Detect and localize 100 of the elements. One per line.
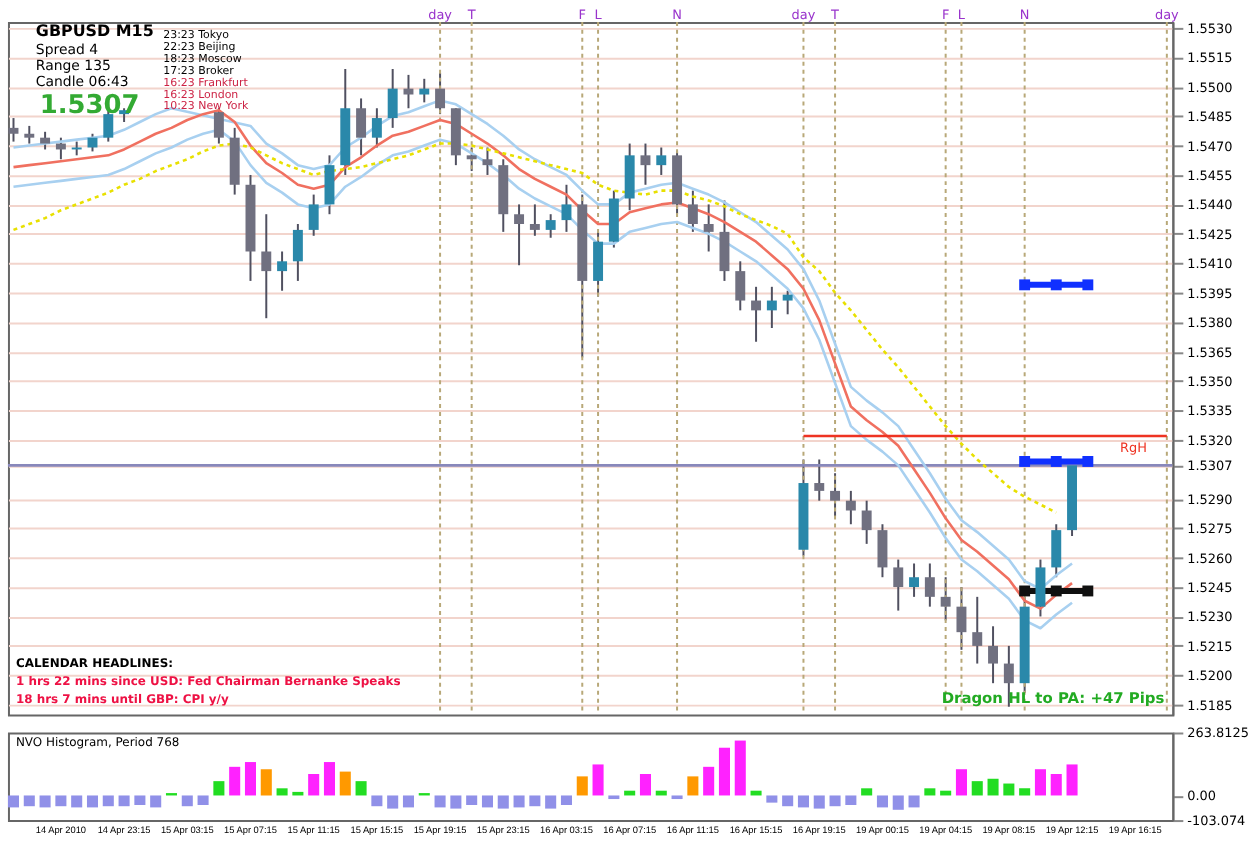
bar: [260, 769, 272, 796]
candlestick: [8, 117, 19, 143]
candlestick: [308, 193, 319, 237]
candlestick: [719, 199, 730, 282]
bar: [813, 795, 825, 809]
candlestick: [529, 203, 540, 237]
point: [1019, 456, 1031, 467]
candlestick: [435, 71, 446, 116]
candlestick: [988, 625, 999, 685]
bar: [987, 778, 999, 796]
bar: [23, 795, 35, 807]
candlestick: [640, 142, 651, 186]
bar: [213, 781, 225, 796]
point: [1050, 279, 1062, 291]
candlestick: [624, 142, 635, 212]
bar: [497, 795, 509, 809]
candlestick: [924, 562, 935, 608]
bar: [861, 788, 873, 796]
bar: [1066, 764, 1078, 796]
bar: [687, 776, 699, 796]
bar: [55, 795, 67, 807]
candlestick: [1035, 558, 1046, 618]
bar: [797, 795, 809, 808]
bar: [529, 795, 541, 807]
candlestick: [229, 126, 240, 196]
candlestick: [261, 213, 272, 320]
bar: [134, 795, 146, 806]
point: [1050, 456, 1062, 467]
bar: [703, 766, 715, 796]
bar: [244, 762, 257, 796]
bar: [323, 762, 336, 796]
bar: [766, 795, 778, 803]
point: [1082, 456, 1094, 467]
bar: [402, 795, 414, 808]
bar: [197, 795, 209, 806]
candlestick: [909, 562, 920, 598]
candlestick: [972, 595, 983, 665]
bar: [339, 771, 351, 796]
bar: [181, 795, 193, 807]
candlestick: [845, 489, 856, 526]
bar: [150, 795, 162, 808]
bar: [308, 773, 320, 796]
candlestick: [292, 223, 303, 282]
candlestick: [593, 230, 604, 298]
bar: [892, 795, 904, 810]
bar: [924, 788, 936, 796]
bar: [1019, 788, 1031, 796]
bar: [371, 795, 383, 807]
candlestick: [482, 146, 493, 176]
bar: [734, 740, 746, 796]
bar: [560, 795, 572, 806]
bar: [1034, 769, 1046, 796]
point: [1050, 585, 1062, 597]
candlestick: [403, 73, 414, 110]
candlestick: [419, 77, 430, 104]
bar: [876, 795, 888, 808]
bar: [118, 795, 130, 807]
bar: [955, 769, 967, 796]
candlestick: [830, 472, 841, 518]
bar: [387, 795, 399, 809]
annotation: 1.5307: [39, 91, 140, 122]
bar: [86, 795, 99, 808]
bar: [513, 795, 525, 808]
candlestick: [782, 289, 793, 316]
bar: [7, 795, 20, 808]
bar: [592, 764, 604, 796]
candlestick: [277, 250, 288, 292]
bar: [829, 795, 841, 807]
candlestick: [861, 499, 872, 545]
candlestick: [371, 107, 382, 149]
candlestick: [687, 189, 698, 233]
bar: [71, 795, 83, 808]
candlestick: [514, 203, 525, 267]
bar: [576, 776, 588, 796]
chart-title: GBPUSD M15: [35, 21, 154, 40]
bar: [718, 747, 730, 796]
candlestick: [387, 68, 398, 129]
candlestick: [545, 213, 556, 239]
candlestick: [608, 189, 619, 249]
bar: [782, 795, 794, 807]
bar: [545, 795, 557, 809]
candlestick: [735, 260, 746, 312]
candlestick: [766, 285, 777, 330]
bar: [908, 795, 920, 808]
bar: [971, 781, 983, 796]
point: [1019, 279, 1031, 291]
candlestick: [703, 203, 714, 253]
candlestick: [1051, 523, 1062, 579]
candlestick: [956, 586, 967, 651]
bar: [1050, 773, 1062, 796]
candlestick: [877, 523, 888, 579]
candlestick: [324, 154, 335, 216]
point: [1082, 279, 1094, 291]
bar: [355, 781, 367, 796]
candlestick: [751, 285, 762, 343]
bar: [639, 773, 651, 796]
bar: [481, 795, 493, 808]
candlestick: [450, 107, 461, 167]
candlestick: [814, 458, 825, 502]
point: [1082, 585, 1094, 597]
